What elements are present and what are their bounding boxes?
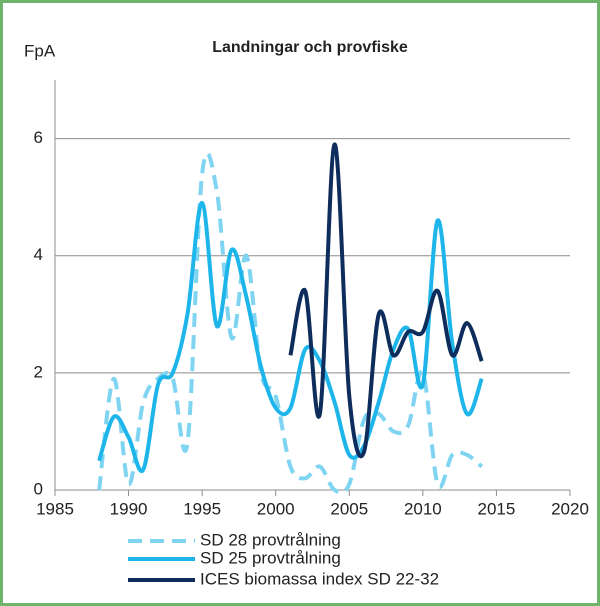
y-axis-label: FpA: [24, 41, 56, 60]
x-tick-label: 1995: [183, 499, 221, 518]
x-tick-label: 1990: [110, 499, 148, 518]
y-tick-label: 0: [34, 479, 43, 498]
chart-title: Landningar och provfiske: [212, 39, 408, 56]
x-tick-label: 2015: [478, 499, 516, 518]
y-tick-label: 6: [34, 128, 43, 147]
x-tick-label: 1985: [36, 499, 74, 518]
y-tick-label: 4: [34, 245, 43, 264]
x-tick-label: 2020: [551, 499, 589, 518]
x-tick-label: 2000: [257, 499, 295, 518]
y-tick-label: 2: [34, 362, 43, 381]
x-tick-label: 2005: [330, 499, 368, 518]
series-line: [288, 142, 484, 459]
legend-label: ICES biomassa index SD 22-32: [200, 569, 439, 588]
legend-label: SD 28 provtrålning: [200, 530, 341, 549]
x-tick-label: 2010: [404, 499, 442, 518]
series-line: [97, 200, 484, 473]
legend-label: SD 25 provtrålning: [200, 548, 341, 567]
